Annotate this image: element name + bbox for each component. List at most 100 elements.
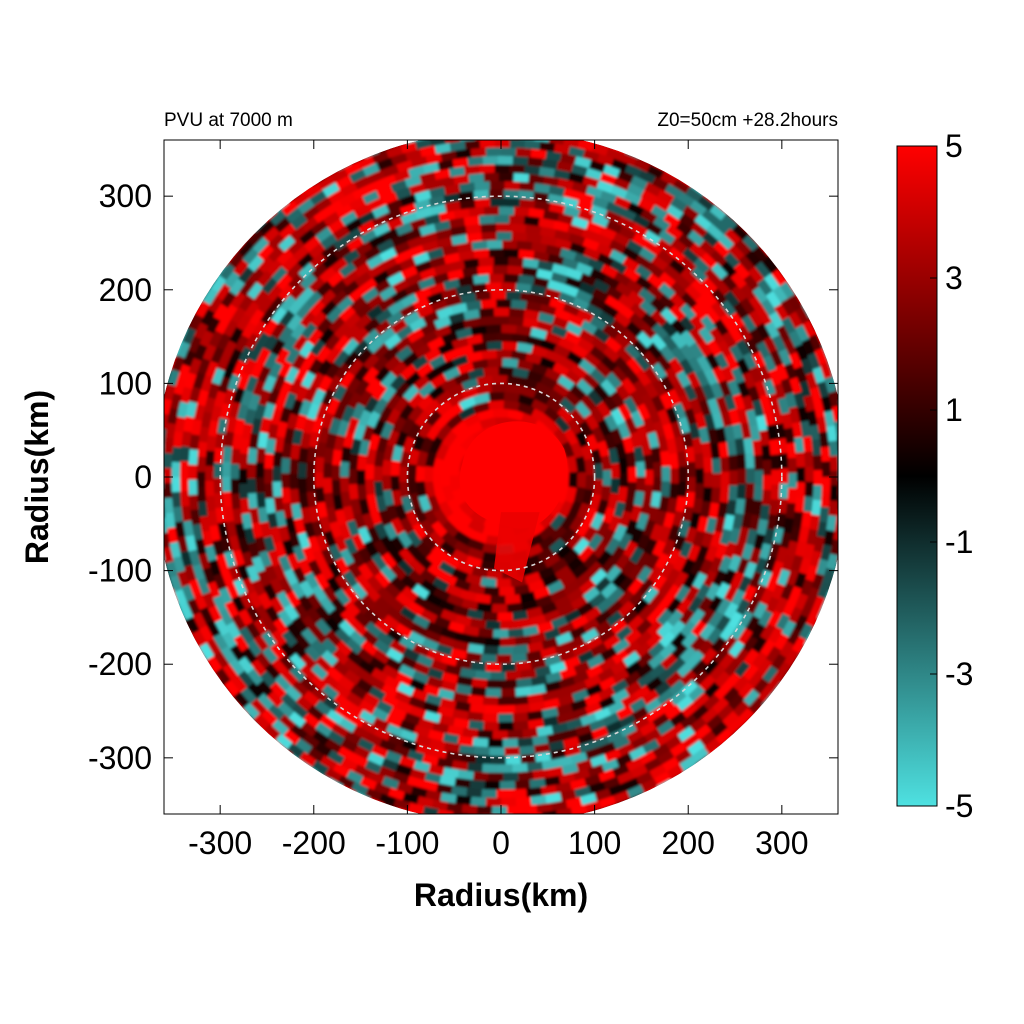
pv-cell (585, 302, 604, 319)
pv-cell (562, 301, 581, 316)
pv-cell (345, 638, 363, 656)
pv-cell (846, 390, 859, 407)
pv-cell (625, 319, 644, 338)
pv-cell (743, 561, 759, 580)
pv-cell (753, 677, 771, 696)
pv-cell (709, 203, 727, 221)
pv-cell (368, 686, 387, 703)
pv-cell (543, 405, 562, 423)
pv-cell (733, 699, 751, 718)
pv-cell (589, 367, 608, 385)
pv-cell (232, 578, 248, 597)
pv-cell (364, 621, 383, 639)
pv-cell (399, 416, 416, 435)
pv-cell (471, 400, 490, 414)
pv-cell (212, 573, 227, 592)
pv-cell (345, 416, 360, 435)
pv-cell (407, 631, 426, 647)
pv-cell (480, 348, 497, 360)
pv-cell (650, 332, 668, 351)
pv-cell (341, 337, 359, 356)
pv-cell (508, 306, 525, 318)
pv-cell (268, 208, 287, 226)
pv-cell (723, 250, 741, 269)
pv-cell (677, 777, 696, 794)
pv-cell (539, 524, 558, 542)
pv-cell (829, 596, 838, 614)
pv-cell (444, 402, 464, 419)
pv-cell (391, 277, 410, 294)
pv-cell (436, 358, 455, 374)
pv-cell (132, 410, 144, 427)
pv-cell (727, 378, 742, 397)
pv-cell (470, 822, 486, 832)
pv-cell (742, 351, 758, 370)
pv-cell (297, 262, 315, 280)
pv-cell (231, 220, 249, 239)
pv-cell (584, 458, 596, 475)
pv-cell (334, 574, 351, 593)
pv-cell (723, 686, 741, 704)
pv-cell (552, 361, 571, 377)
pv-cell (680, 557, 697, 576)
pv-cell (758, 569, 774, 588)
pv-cell (389, 563, 407, 582)
pv-cell (680, 713, 699, 731)
pv-cell (703, 737, 722, 755)
pv-cell (734, 237, 753, 256)
pv-cell (572, 688, 590, 703)
pv-cell (682, 571, 699, 590)
pv-cell (354, 573, 372, 592)
pv-cell (410, 623, 429, 639)
pv-cell (409, 705, 427, 720)
pv-cell (254, 477, 265, 494)
pv-cell (594, 619, 613, 637)
pv-cell (702, 658, 721, 676)
pv-cell (593, 478, 604, 496)
pv-cell (403, 712, 422, 727)
pv-cell (515, 281, 532, 293)
pv-cell (568, 635, 587, 651)
pv-cell (736, 380, 751, 398)
pv-cell (354, 240, 373, 257)
pv-cell (298, 399, 312, 418)
pv-cell (527, 173, 545, 185)
pv-cell (227, 347, 243, 366)
pv-cell (812, 365, 826, 384)
pv-cell (743, 497, 755, 514)
pv-cell (603, 432, 618, 450)
pv-cell (716, 597, 733, 616)
pv-cell (794, 323, 811, 342)
pv-cell (485, 146, 501, 157)
pv-cell (342, 586, 360, 605)
pv-cell (448, 216, 465, 229)
pv-cell (680, 291, 698, 309)
pv-cell (530, 114, 546, 125)
pv-cell (719, 651, 737, 670)
pv-cell (398, 481, 410, 499)
pv-cell (187, 479, 198, 496)
pv-cell (260, 709, 279, 727)
pv-cell (430, 545, 449, 563)
pv-cell (314, 700, 333, 718)
pv-cell (398, 202, 417, 217)
pv-cell (851, 378, 864, 395)
pv-cell (466, 155, 484, 167)
pv-cell (440, 470, 451, 488)
pv-cell (467, 643, 485, 655)
pv-cell (445, 584, 464, 599)
pv-cell (727, 242, 746, 261)
pv-cell (310, 627, 328, 646)
pv-cell (510, 298, 527, 310)
pv-cell (547, 766, 565, 779)
pv-cell (616, 302, 635, 320)
pv-cell (606, 599, 625, 617)
pv-cell (656, 595, 674, 614)
pv-cell (786, 568, 801, 587)
pv-cell (452, 540, 472, 557)
pv-cell (636, 476, 647, 493)
pv-cell (220, 646, 237, 665)
pv-cell (237, 626, 255, 645)
pv-cell (706, 338, 723, 357)
pv-cell (457, 838, 474, 849)
